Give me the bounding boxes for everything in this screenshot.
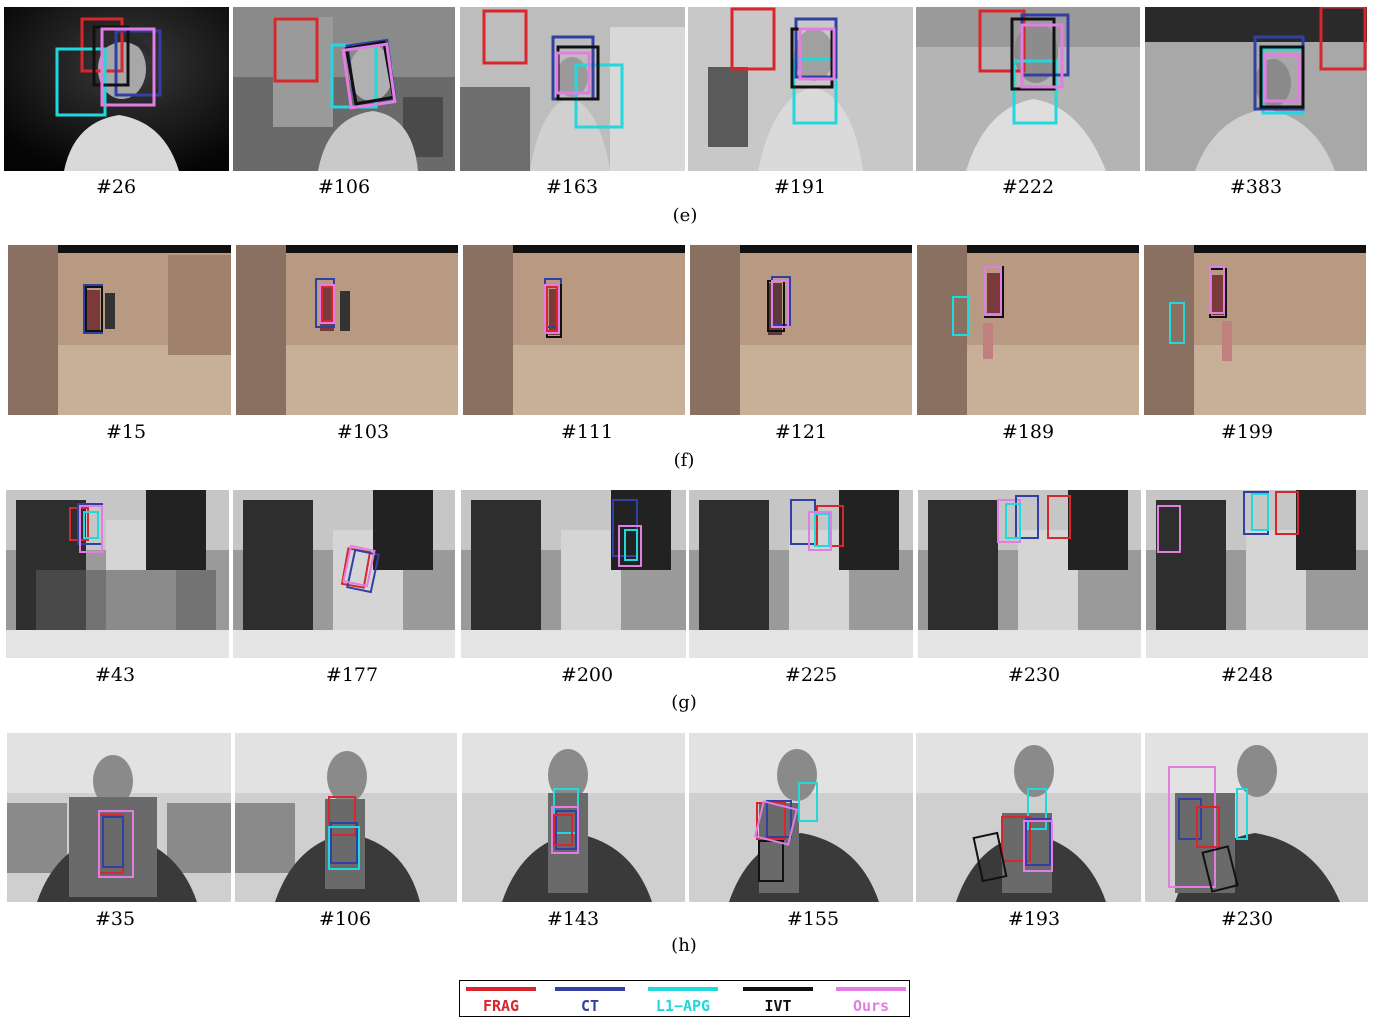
- frame-g-225: [689, 490, 913, 658]
- frame-label: #189: [1001, 421, 1055, 443]
- frame-e-26: [4, 7, 229, 171]
- frame-label: #248: [1220, 664, 1274, 686]
- frame-f-15: [8, 245, 231, 415]
- frame-e-191: [688, 7, 913, 171]
- legend-label: IVT: [764, 997, 792, 1015]
- frame-label: #106: [318, 908, 372, 930]
- legend-item-ours: Ours: [836, 984, 914, 1015]
- frame-label: #43: [94, 664, 136, 686]
- frame-label: #121: [774, 421, 828, 443]
- row-label: (g): [671, 692, 697, 713]
- frame-label: #35: [94, 908, 136, 930]
- frame-label: #191: [773, 176, 827, 198]
- frame-h-230: [1145, 733, 1368, 902]
- frame-e-383: [1145, 7, 1367, 171]
- frame-g-177: [233, 490, 455, 658]
- frame-g-200: [461, 490, 686, 658]
- frame-e-163: [460, 7, 685, 171]
- legend-item-l1apg: L1−APG: [648, 984, 726, 1015]
- frame-label: #383: [1229, 176, 1283, 198]
- legend-item-frag: FRAG: [466, 984, 544, 1015]
- legend-swatch: [555, 987, 625, 991]
- legend-label: L1−APG: [655, 997, 711, 1015]
- frame-label: #111: [560, 421, 614, 443]
- frame-f-199: [1144, 245, 1366, 415]
- legend-item-ivt: IVT: [743, 984, 821, 1015]
- frame-label: #222: [1001, 176, 1055, 198]
- frame-h-143: [462, 733, 685, 902]
- frame-label: #15: [105, 421, 147, 443]
- legend-swatch: [648, 987, 718, 991]
- frame-label: #200: [560, 664, 614, 686]
- frame-label: #230: [1007, 664, 1061, 686]
- row-label: (f): [673, 450, 695, 471]
- frame-g-230: [918, 490, 1141, 658]
- frame-label: #103: [336, 421, 390, 443]
- legend-label: Ours: [852, 997, 890, 1015]
- frame-g-248: [1146, 490, 1368, 658]
- frame-label: #155: [786, 908, 840, 930]
- legend-swatch: [836, 987, 906, 991]
- frame-f-189: [917, 245, 1139, 415]
- frame-label: #193: [1007, 908, 1061, 930]
- row-label: (h): [671, 935, 697, 956]
- legend: FRAG CT L1−APG IVT Ours: [459, 980, 910, 1017]
- legend-swatch: [743, 987, 813, 991]
- legend-label: CT: [580, 997, 600, 1015]
- legend-label: FRAG: [482, 997, 520, 1015]
- frame-f-121: [690, 245, 912, 415]
- frame-label: #199: [1220, 421, 1274, 443]
- frame-h-35: [7, 733, 231, 902]
- frame-h-155: [689, 733, 913, 902]
- legend-swatch: [466, 987, 536, 991]
- frame-label: #230: [1220, 908, 1274, 930]
- frame-e-222: [916, 7, 1140, 171]
- frame-label: #143: [546, 908, 600, 930]
- frame-g-43: [6, 490, 229, 658]
- frame-e-106: [233, 7, 455, 171]
- frame-label: #225: [784, 664, 838, 686]
- frame-h-193: [916, 733, 1141, 902]
- frame-label: #26: [95, 176, 137, 198]
- frame-label: #177: [325, 664, 379, 686]
- frame-f-103: [236, 245, 458, 415]
- frame-h-106: [235, 733, 457, 902]
- legend-item-ct: CT: [555, 984, 633, 1015]
- row-label: (e): [672, 205, 698, 226]
- frame-label: #106: [317, 176, 371, 198]
- frame-label: #163: [545, 176, 599, 198]
- frame-f-111: [463, 245, 685, 415]
